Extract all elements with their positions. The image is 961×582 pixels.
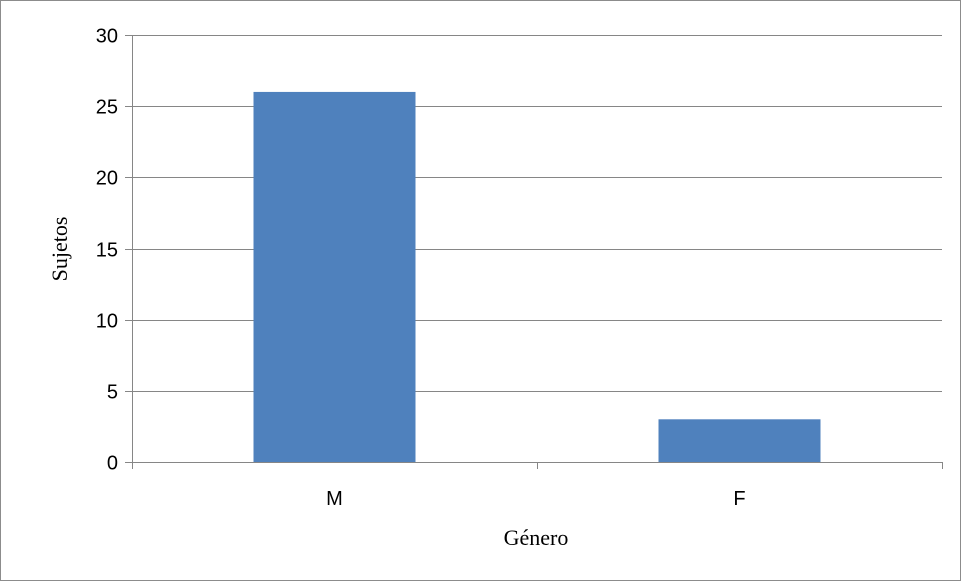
bar-F [658, 419, 821, 462]
y-tick-label-15: 15 [96, 240, 118, 262]
bar-M [253, 91, 416, 462]
y-tick-labels: 0 5 10 15 20 25 30 [96, 26, 118, 475]
y-tick-label-10: 10 [96, 311, 118, 333]
x-axis-title: Género [504, 525, 569, 550]
bars [253, 91, 821, 462]
y-tick-label-0: 0 [107, 453, 118, 475]
x-tick-label-M: M [326, 488, 343, 510]
y-tick-label-20: 20 [96, 168, 118, 190]
y-tick-label-25: 25 [96, 97, 118, 119]
y-tick-label-30: 30 [96, 26, 118, 48]
x-tick-label-F: F [733, 488, 745, 510]
y-tick-label-5: 5 [107, 382, 118, 404]
axes [125, 35, 943, 469]
y-axis-title: Sujetos [47, 217, 72, 282]
